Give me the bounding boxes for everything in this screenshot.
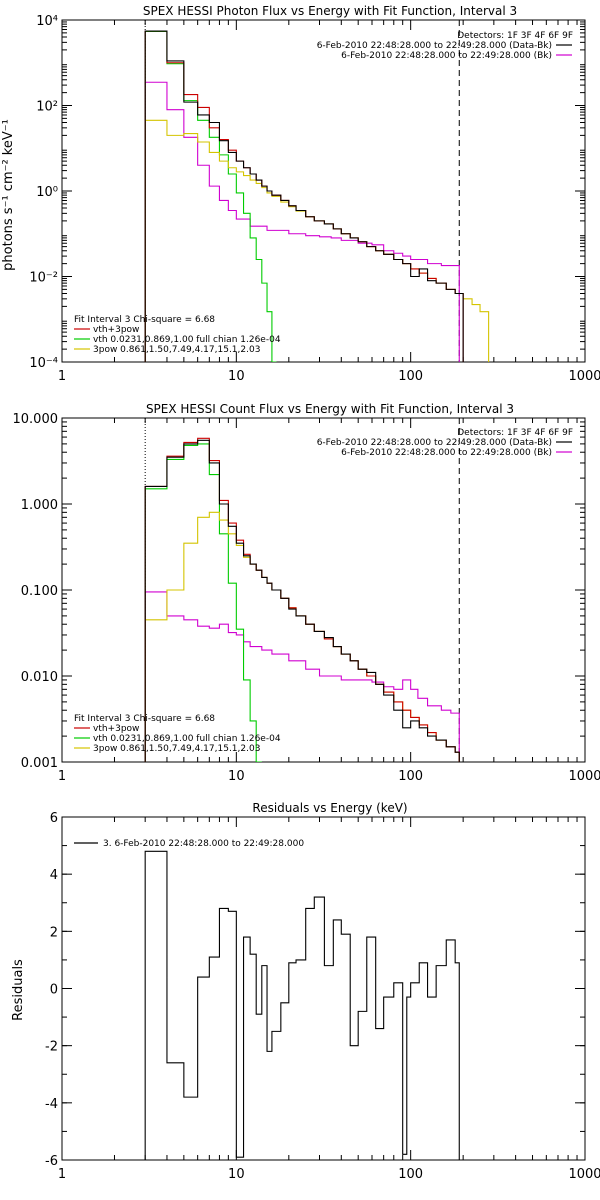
legend-entry-powerlaw: 3pow 0.861,1.50,7.49,4.17,15.1,2.03	[93, 744, 260, 754]
y-tick-label: 10⁻²	[29, 271, 58, 286]
panel-title: SPEX HESSI Photon Flux vs Energy with Fi…	[143, 4, 517, 18]
legend-entry-bk: 6-Feb-2010 22:48:28.000 to 22:49:28.000 …	[341, 51, 552, 61]
x-tick-label: 1000	[568, 1167, 600, 1182]
series-group	[144, 437, 460, 762]
x-tick-label: 100	[398, 369, 423, 384]
panel-photon-flux: SPEX HESSI Photon Flux vs Energy with Fi…	[1, 4, 600, 384]
series-data	[144, 30, 464, 362]
legend-top: 6-Feb-2010 22:48:28.000 to 22:49:28.000 …	[317, 41, 572, 61]
series-fit-powerlaw	[144, 511, 460, 762]
panel-title: Residuals vs Energy (keV)	[252, 801, 407, 815]
legend-entry-data-bk: 6-Feb-2010 22:48:28.000 to 22:49:28.000 …	[317, 438, 552, 448]
x-tick-label: 1	[58, 1167, 66, 1182]
x-tick-label: 100	[398, 769, 423, 784]
plot-frame	[61, 816, 586, 1161]
x-tick-label: 1000	[568, 769, 600, 784]
legend-top: 3. 6-Feb-2010 22:48:28.000 to 22:49:28.0…	[74, 839, 304, 849]
x-tick-label: 100	[398, 1167, 423, 1182]
series-background	[144, 81, 460, 362]
legend-entry-residuals: 3. 6-Feb-2010 22:48:28.000 to 22:49:28.0…	[103, 839, 304, 849]
y-tick-label: 10⁰	[36, 185, 58, 200]
series-group	[144, 850, 460, 1160]
y-tick-label: 10⁻⁴	[29, 356, 58, 371]
series-group	[144, 30, 490, 362]
y-tick-label: -4	[45, 1097, 58, 1112]
series-residuals	[144, 850, 460, 1160]
y-tick-label: 10²	[36, 100, 58, 115]
y-tick-label: 0.010	[21, 670, 58, 685]
panel-count-flux: SPEX HESSI Count Flux vs Energy with Fit…	[13, 402, 600, 784]
y-tick-label: 2	[50, 925, 58, 940]
x-tick-label: 10	[228, 1167, 245, 1182]
x-tick-label: 1	[58, 369, 66, 384]
y-tick-label: 10.000	[13, 412, 59, 427]
legend-bottom: Fit Interval 3 Chi-square = 6.68 vth+3po…	[74, 315, 281, 355]
legend-bottom: Fit Interval 3 Chi-square = 6.68 vth+3po…	[74, 714, 281, 754]
x-tick-label: 1000	[568, 369, 600, 384]
y-tick-label: -6	[45, 1154, 58, 1169]
plot-area: 1 10 100 1000 -6 -4 -2 0 2 4 6	[45, 811, 600, 1182]
y-axis-label: photons s⁻¹ cm⁻² keV⁻¹	[1, 119, 16, 271]
y-tick-label: 0.100	[21, 584, 58, 599]
x-tick-label: 1	[58, 769, 66, 784]
plot-frame	[61, 417, 586, 763]
y-tick-label: 6	[50, 811, 58, 826]
y-tick-label: -2	[45, 1040, 58, 1055]
x-tick-label: 10	[228, 369, 245, 384]
legend-entry-data-bk: 6-Feb-2010 22:48:28.000 to 22:49:28.000 …	[317, 41, 552, 51]
x-axis: 1 10 100 1000	[58, 817, 600, 1182]
legend-top: 6-Feb-2010 22:48:28.000 to 22:49:28.000 …	[317, 438, 572, 458]
y-tick-label: 10⁴	[36, 14, 58, 29]
panel-residuals: Residuals vs Energy (keV) 1 10 100 1000 -6 -4…	[11, 801, 600, 1182]
y-tick-label: 1.000	[21, 498, 58, 513]
series-data	[144, 439, 460, 762]
y-tick-label: 0	[50, 983, 58, 998]
series-background	[144, 591, 460, 762]
panel-title: SPEX HESSI Count Flux vs Energy with Fit…	[146, 402, 514, 416]
plot-area: 1 10 100 1000 0.001 0.010 0.100 1.000 10.000	[13, 412, 600, 784]
fit-header: Fit Interval 3 Chi-square = 6.68	[74, 315, 215, 325]
y-axis: -6 -4 -2 0 2 4 6	[45, 811, 585, 1169]
detectors-header: Detectors: 1F 3F 4F 6F 9F	[457, 31, 573, 41]
plot-area: 1 10 100 1000 10⁻⁴ 10⁻² 10⁰ 10² 10⁴	[29, 14, 600, 384]
series-fit-thermal	[144, 443, 262, 762]
y-tick-label: 4	[50, 868, 58, 883]
legend-entry-fit-total: vth+3pow	[93, 325, 139, 335]
fit-header: Fit Interval 3 Chi-square = 6.68	[74, 714, 215, 724]
series-fit-total	[144, 30, 464, 362]
plot-frame	[61, 19, 586, 363]
y-tick-label: 0.001	[21, 756, 58, 771]
y-axis: 0.001 0.010 0.100 1.000 10.000	[13, 412, 585, 771]
series-fit-thermal	[144, 30, 277, 362]
legend-entry-powerlaw: 3pow 0.861,1.50,7.49,4.17,15.1,2.03	[93, 345, 260, 355]
legend-entry-fit-total: vth+3pow	[93, 724, 139, 734]
y-axis-label: Residuals	[11, 959, 26, 1021]
x-tick-label: 10	[228, 769, 245, 784]
legend-entry-bk: 6-Feb-2010 22:48:28.000 to 22:49:28.000 …	[341, 448, 552, 458]
series-fit-powerlaw	[144, 119, 490, 362]
detectors-header: Detectors: 1F 3F 4F 6F 9F	[457, 428, 573, 438]
legend-entry-thermal: vth 0.0231,0.869,1.00 full chian 1.26e-0…	[93, 734, 281, 744]
legend-entry-thermal: vth 0.0231,0.869,1.00 full chian 1.26e-0…	[93, 335, 281, 345]
y-axis: 10⁻⁴ 10⁻² 10⁰ 10² 10⁴	[29, 14, 585, 371]
